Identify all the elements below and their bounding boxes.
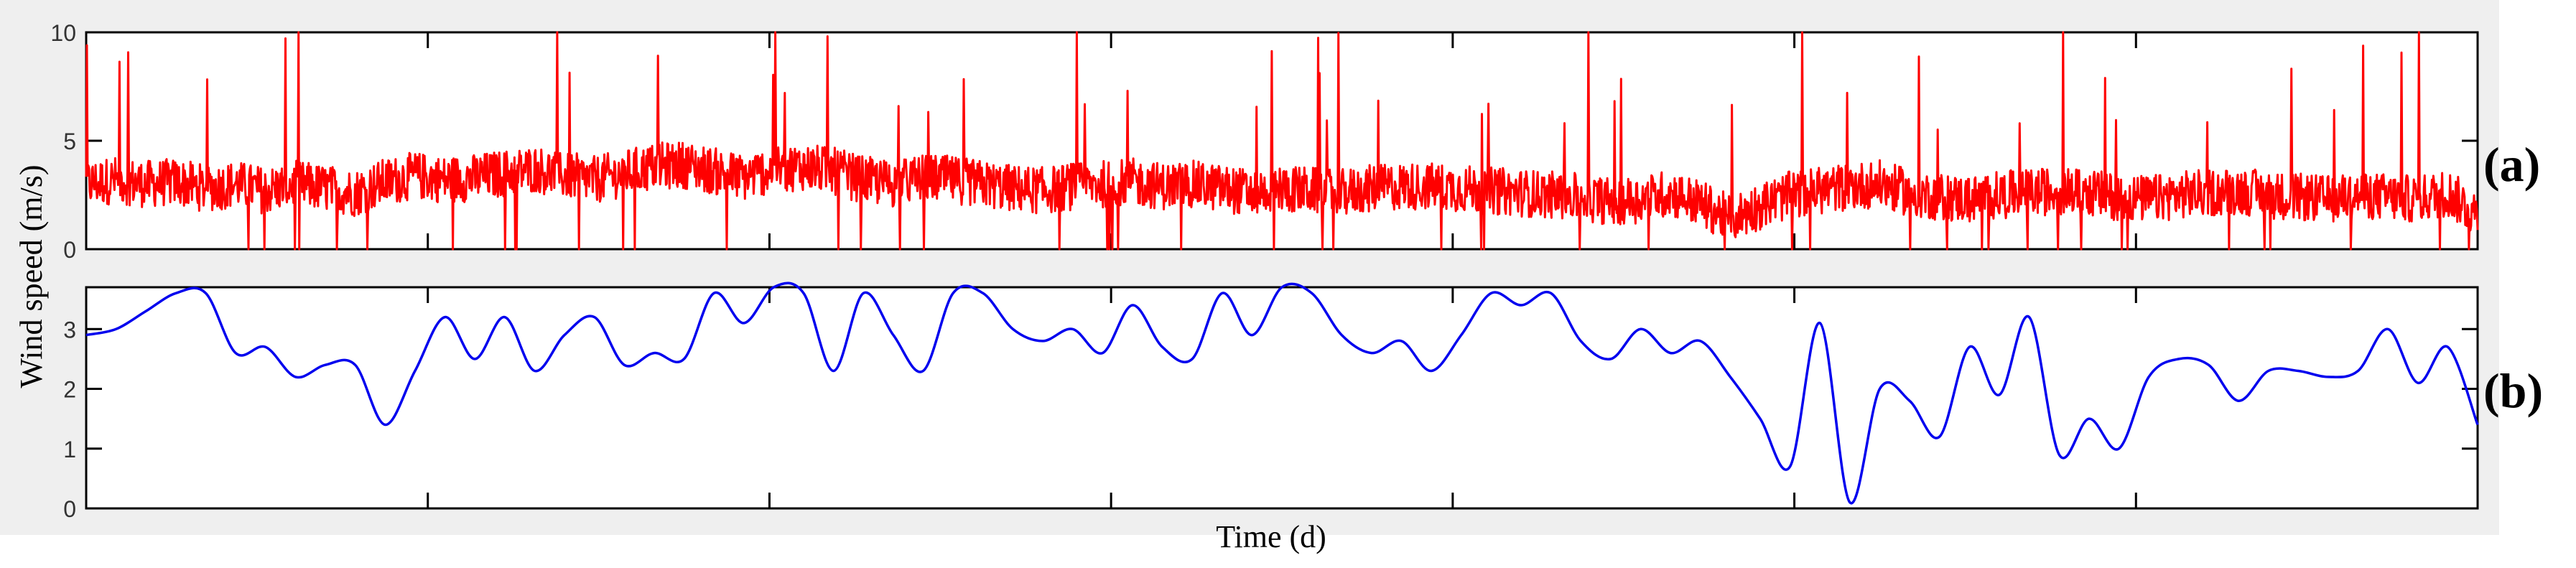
panel-a-tag: (a)	[2483, 137, 2540, 192]
panel-b: 0 1 2 3 (b)	[63, 281, 2543, 522]
panel-b-x-ticks	[427, 287, 2137, 508]
panel-a-x-ticks	[427, 32, 2137, 249]
y-tick-label: 10	[50, 20, 76, 46]
y-tick-label: 0	[63, 496, 76, 522]
x-axis-title: Time (d)	[1216, 519, 1326, 554]
panel-a: 0 5 10 (a)	[50, 20, 2540, 263]
panel-a-series-line	[85, 31, 2479, 251]
panel-b-y-ticks: 0 1 2 3	[63, 317, 2478, 522]
panel-a-y-ticks: 0 5 10	[50, 20, 2478, 263]
panel-b-plot-area	[85, 286, 2479, 510]
panel-b-tag: (b)	[2483, 363, 2543, 418]
panel-b-series-line	[85, 281, 2479, 505]
y-tick-label: 1	[63, 437, 76, 462]
y-tick-label: 5	[63, 129, 76, 154]
y-axis-title: Wind speed (m/s)	[14, 164, 49, 388]
y-tick-label: 0	[63, 237, 76, 263]
y-tick-label: 3	[63, 317, 76, 343]
panel-a-plot-area	[85, 31, 2479, 251]
y-tick-label: 2	[63, 377, 76, 403]
